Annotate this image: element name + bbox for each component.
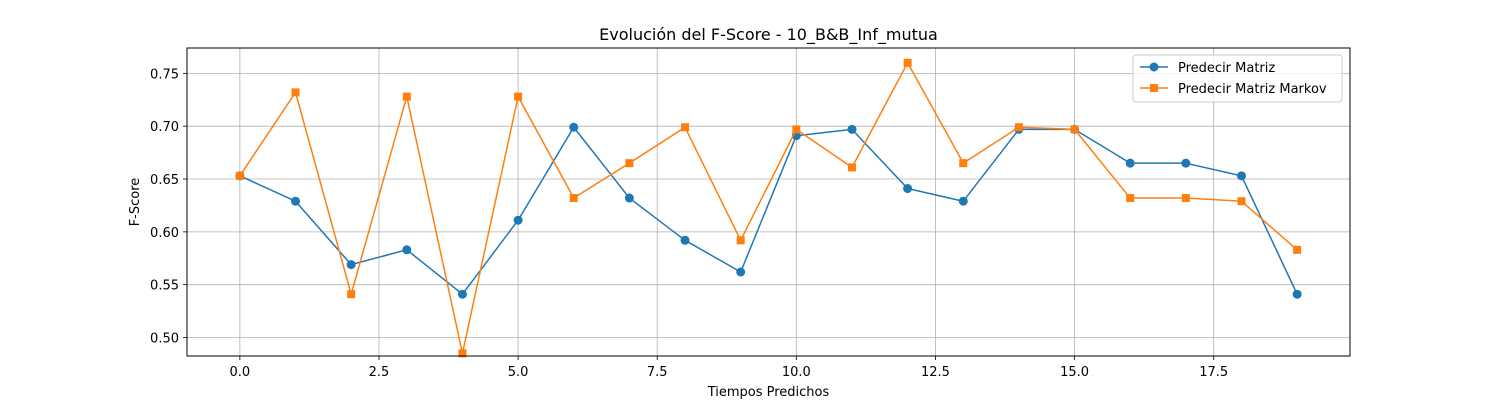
data-point-circle bbox=[847, 124, 857, 134]
data-point-circle bbox=[569, 122, 579, 132]
data-point-square bbox=[569, 194, 578, 203]
data-series bbox=[235, 58, 1302, 358]
legend-label: Predecir Matriz Markov bbox=[1178, 82, 1327, 97]
data-point-circle bbox=[1236, 171, 1246, 181]
data-point-square bbox=[291, 88, 300, 97]
data-point-circle bbox=[624, 193, 634, 203]
data-point-circle bbox=[1292, 289, 1302, 299]
series-1 bbox=[235, 122, 1302, 299]
y-tick-label: 0.55 bbox=[150, 279, 179, 294]
x-tick-label: 15.0 bbox=[1060, 365, 1089, 380]
data-point-square bbox=[1181, 194, 1190, 203]
x-axis-ticks: 0.0 2.5 5.0 7.5 10.0 12.5 15.0 17.5 bbox=[230, 356, 1228, 380]
y-tick-label: 0.50 bbox=[150, 332, 179, 347]
chart-title: Evolución del F-Score - 10_B&B_Inf_mutua bbox=[599, 25, 938, 45]
x-tick-label: 10.0 bbox=[782, 365, 811, 380]
data-point-square bbox=[736, 236, 745, 245]
series-line bbox=[239, 126, 1298, 295]
data-point-square bbox=[1014, 123, 1023, 132]
x-tick-label: 12.5 bbox=[921, 365, 950, 380]
data-point-square bbox=[625, 159, 634, 168]
data-point-circle bbox=[958, 196, 968, 206]
data-point-square bbox=[681, 123, 690, 132]
legend-label: Predecir Matriz bbox=[1178, 61, 1275, 76]
x-axis-title: Tiempos Predichos bbox=[707, 385, 830, 400]
series-line bbox=[239, 62, 1298, 355]
y-tick-label: 0.65 bbox=[150, 173, 179, 188]
legend-box bbox=[1132, 54, 1343, 103]
data-point-circle bbox=[680, 235, 690, 245]
data-point-square bbox=[792, 125, 801, 134]
legend-marker-circle bbox=[1149, 62, 1159, 72]
data-point-circle bbox=[736, 267, 746, 277]
x-tick-label: 7.5 bbox=[647, 365, 668, 380]
x-tick-label: 5.0 bbox=[508, 365, 529, 380]
data-point-square bbox=[903, 58, 912, 67]
data-point-square bbox=[458, 349, 467, 358]
data-point-circle bbox=[402, 245, 412, 255]
data-point-circle bbox=[346, 260, 356, 270]
data-point-square bbox=[1126, 194, 1135, 203]
legend-item: Predecir Matriz Markov bbox=[1140, 82, 1327, 97]
y-tick-label: 0.70 bbox=[150, 120, 179, 135]
data-point-square bbox=[1293, 245, 1302, 254]
y-tick-label: 0.60 bbox=[150, 226, 179, 241]
y-axis-ticks: 0.50 0.55 0.60 0.65 0.70 0.75 bbox=[150, 67, 187, 347]
x-tick-label: 0.0 bbox=[230, 365, 251, 380]
x-tick-label: 17.5 bbox=[1199, 365, 1228, 380]
data-point-square bbox=[347, 290, 356, 299]
legend: Predecir Matriz Predecir Matriz Markov bbox=[1132, 54, 1343, 103]
series-2 bbox=[235, 58, 1302, 358]
y-tick-label: 0.75 bbox=[150, 67, 179, 82]
data-point-square bbox=[1237, 197, 1246, 206]
y-axis-title: F-Score bbox=[128, 178, 143, 227]
data-point-circle bbox=[457, 289, 467, 299]
data-point-square bbox=[514, 92, 523, 101]
data-point-circle bbox=[513, 215, 523, 225]
plot-frame bbox=[186, 47, 1351, 357]
legend-marker-square bbox=[1150, 84, 1158, 92]
data-point-circle bbox=[291, 196, 301, 206]
data-point-square bbox=[235, 171, 244, 180]
data-point-square bbox=[959, 159, 968, 168]
data-point-circle bbox=[1181, 158, 1191, 168]
data-point-square bbox=[1070, 125, 1079, 134]
x-tick-label: 2.5 bbox=[369, 365, 390, 380]
data-point-square bbox=[847, 163, 856, 172]
data-point-circle bbox=[1125, 158, 1135, 168]
legend-item: Predecir Matriz bbox=[1140, 61, 1275, 76]
data-point-square bbox=[402, 92, 411, 101]
data-point-circle bbox=[903, 184, 913, 194]
